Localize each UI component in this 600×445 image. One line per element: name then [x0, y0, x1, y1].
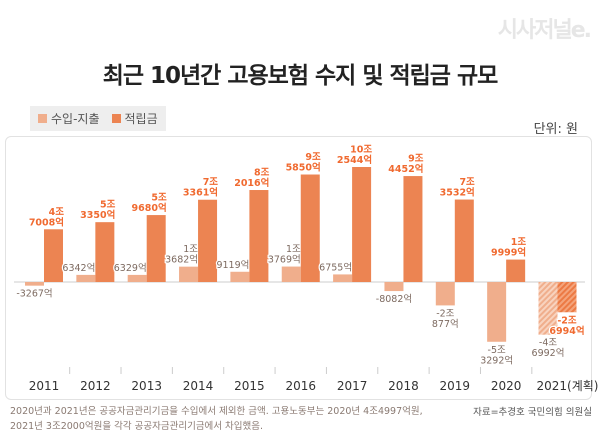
data-label: 1조: [286, 244, 301, 255]
footnote-line: 2020년과 2021년은 공공자금관리기금을 수입에서 제외한 금액. 고용노…: [10, 406, 423, 417]
data-label: 3532억: [440, 187, 475, 199]
data-label: 8조: [254, 168, 270, 179]
bar-reserve: [557, 282, 577, 313]
unit-label: 단위: 원: [533, 122, 578, 137]
data-label: 9119억: [216, 259, 249, 271]
data-label: 6992억: [532, 347, 565, 359]
bar-reserve: [300, 174, 320, 282]
data-label: 3350억: [80, 209, 115, 221]
bar-income: [127, 274, 147, 282]
bar-income: [281, 266, 301, 282]
bar-reserve: [44, 229, 63, 282]
x-tick-label: 2013: [131, 379, 162, 393]
data-label: 4조: [49, 207, 65, 218]
x-tick-label: 2020: [491, 379, 522, 393]
footnote-line: 2021년 3조2000억원을 각각 공공자금관리기금에서 차입했음.: [10, 421, 264, 432]
footnote: 2020년과 2021년은 공공자금관리기금을 수입에서 제외한 금액. 고용노…: [10, 404, 423, 434]
data-label: 3292억: [480, 354, 513, 366]
bar-income: [179, 266, 199, 282]
data-label: 9조: [305, 152, 321, 163]
data-label: 3769억: [268, 254, 301, 266]
chart-title: 최근 10년간 고용보험 수지 및 적립금 규모: [102, 63, 499, 89]
x-tick-label: 2011: [29, 379, 60, 393]
data-label: 9조: [408, 154, 424, 165]
legend-item-reserve: 적립금: [111, 110, 158, 127]
bar-reserve: [95, 222, 115, 282]
legend-item-income: 수입-지출: [38, 110, 100, 127]
data-label: 7008억: [29, 216, 64, 228]
data-label: 4452억: [388, 163, 423, 175]
data-label: 5850억: [286, 162, 321, 174]
bar-income: [25, 282, 44, 286]
bar-reserve: [506, 259, 526, 282]
data-label: -3267억: [16, 288, 52, 300]
data-label: 2016억: [234, 177, 269, 189]
data-label: 2544억: [337, 154, 372, 166]
legend: 수입-지출 적립금: [30, 106, 166, 131]
x-tick-label: 2016: [285, 379, 316, 393]
bar-reserve: [403, 176, 423, 282]
data-label: 6994억: [549, 325, 584, 337]
data-label: -2조: [557, 315, 577, 326]
data-label: 6342억: [62, 262, 95, 274]
bar-income: [333, 274, 353, 282]
bar-income: [384, 282, 404, 292]
bar-reserve: [352, 167, 372, 282]
bar-income: [435, 282, 455, 306]
x-tick-label: 2018: [388, 379, 419, 393]
legend-label: 수입-지출: [51, 112, 100, 126]
bar-income: [76, 274, 96, 282]
data-label: -4조: [539, 338, 557, 349]
data-label: 1조: [183, 244, 198, 255]
source: 자료=추경호 국민의힘 의원실: [473, 407, 592, 418]
bar-reserve: [146, 215, 166, 282]
x-tick-label: 2014: [183, 379, 214, 393]
x-tick-label: 2019: [440, 379, 471, 393]
bar-reserve: [249, 190, 269, 282]
x-tick-label: 2015: [234, 379, 265, 393]
data-label: -8082억: [376, 293, 412, 305]
data-label: 3361억: [183, 187, 218, 199]
bar-income: [538, 282, 558, 335]
data-label: 3682억: [165, 254, 198, 266]
data-label: 6329억: [114, 262, 147, 274]
data-label: 5조: [151, 193, 167, 204]
data-label: 1조: [511, 237, 527, 248]
data-label: 5조: [100, 200, 116, 211]
data-label: -2조: [436, 308, 454, 319]
bar-income: [487, 282, 507, 342]
data-label: 7조: [459, 177, 475, 188]
x-tick-label: 2017: [337, 379, 368, 393]
data-label: 9680억: [132, 202, 167, 214]
legend-label: 적립금: [124, 112, 158, 126]
data-label: 7조: [203, 177, 219, 188]
data-label: 6755억: [319, 261, 352, 273]
x-tick-label: 2012: [80, 379, 111, 393]
data-label: 877억: [432, 318, 459, 330]
chart-frame: [5, 136, 592, 400]
data-label: 9999억: [491, 247, 526, 259]
logo: 시사저널e.: [497, 18, 592, 43]
data-label: 10조: [350, 145, 372, 156]
bar-reserve: [454, 199, 474, 282]
data-label: -5조: [488, 345, 506, 356]
bar-income: [230, 271, 250, 282]
bar-reserve: [198, 199, 218, 282]
x-tick-label: 2021(계획): [537, 379, 599, 393]
